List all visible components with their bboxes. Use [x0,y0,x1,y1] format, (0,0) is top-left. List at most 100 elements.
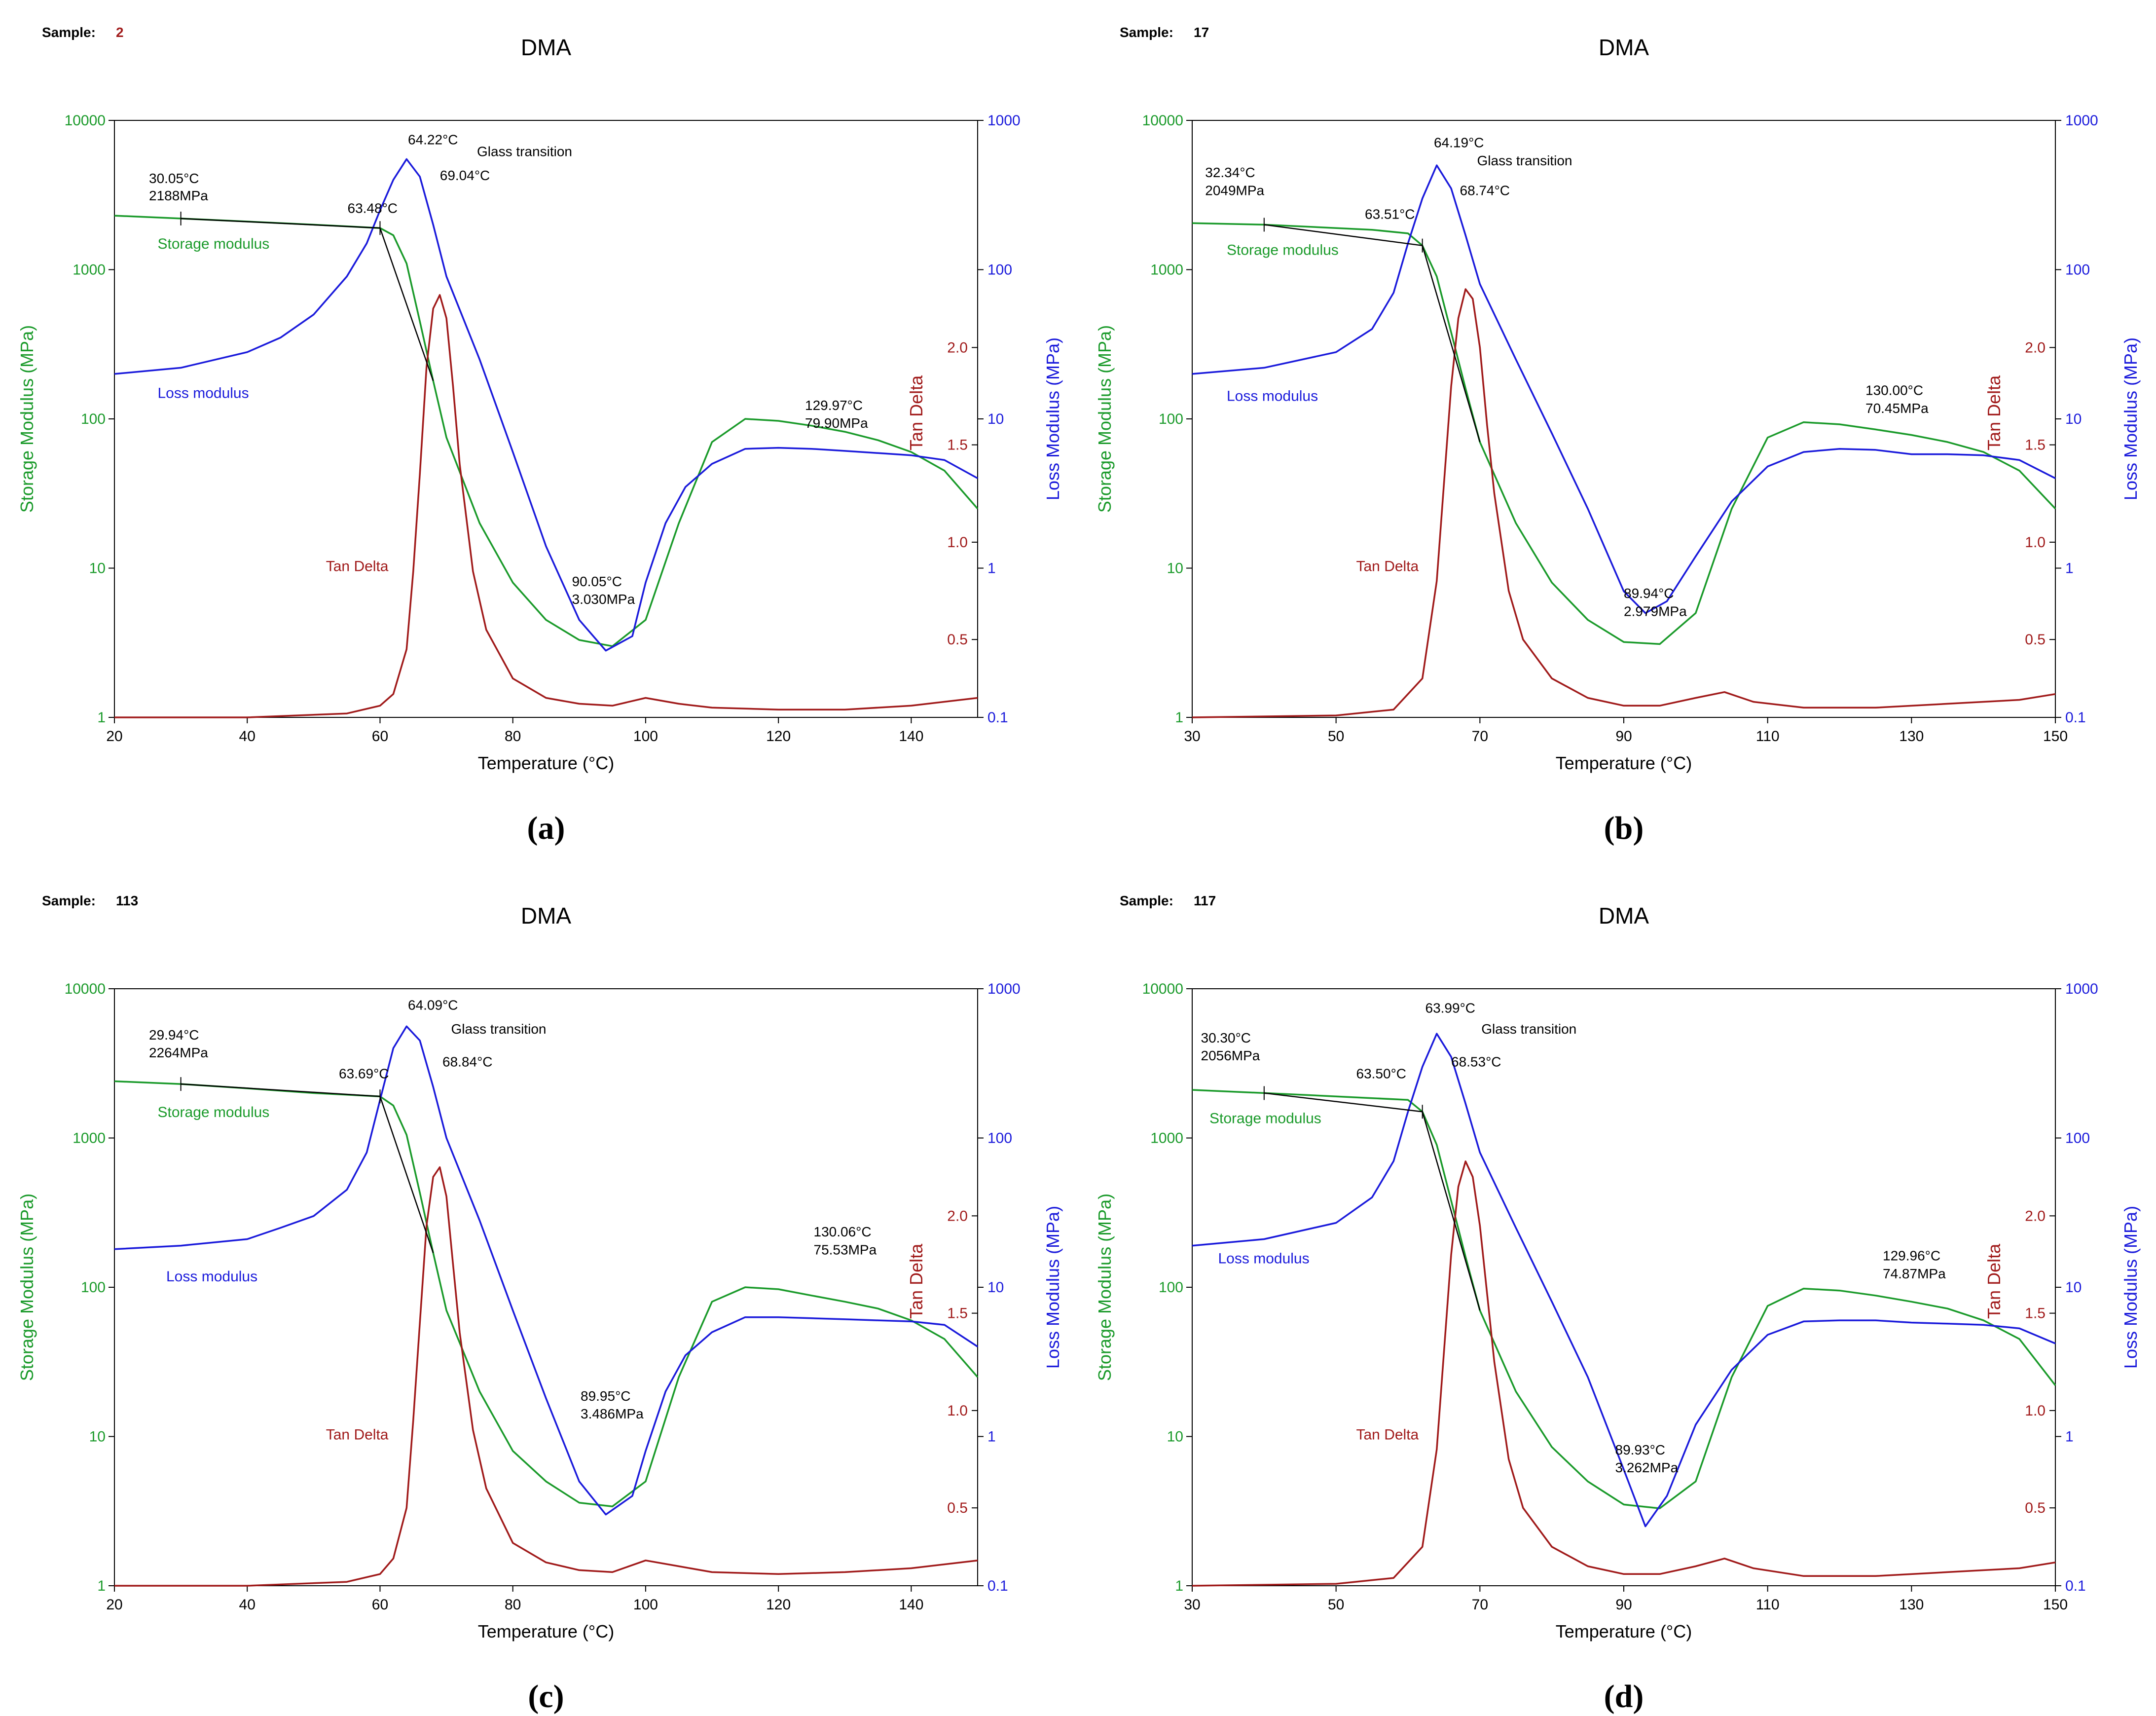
annotation: 69.04°C [440,168,490,183]
y-left-tick-label: 10000 [65,981,106,997]
sample-label: Sample: [42,893,96,908]
tan-tick-label: 0.5 [2025,1500,2046,1516]
x-tick-label: 30 [1184,1597,1200,1613]
x-tick-label: 110 [1756,1597,1780,1613]
annotation: 130.00°C [1865,383,1923,398]
chart-title: DMA [1599,35,1649,60]
y-right-tick-label: 100 [2065,1130,2090,1147]
annotation: 30.05°C [149,171,199,186]
x-tick-label: 110 [1756,728,1780,745]
y-left-axis-label: Storage Modulus (MPa) [1095,325,1115,513]
sample-label: Sample: [42,25,96,40]
series-label: Tan Delta [1356,1427,1419,1443]
onset-slope-line [379,227,434,381]
x-axis-label: Temperature (°C) [1556,753,1692,773]
annotation: 79.90MPa [805,415,868,431]
annotation: 89.93°C [1615,1442,1666,1457]
chart-title: DMA [521,903,572,929]
y-left-tick-label: 1 [1175,1578,1183,1594]
series-label: Storage modulus [158,1104,270,1120]
figure-caption: (a) [527,810,565,846]
x-tick-label: 100 [633,728,658,745]
annotation: 129.97°C [805,398,863,413]
y-left-tick-label: 1 [97,1578,106,1594]
y-right-tick-label: 1000 [987,981,1021,997]
sample-value: 117 [1194,893,1216,908]
series-label: Tan Delta [1356,559,1419,575]
annotation: 63.50°C [1356,1066,1407,1082]
annotation: 90.05°C [572,574,622,589]
y-right-tick-label: 1 [2065,1429,2074,1445]
y-right-tick-label: 100 [987,262,1012,278]
annotation: 3.030MPa [572,592,635,607]
x-tick-label: 20 [106,1597,122,1613]
y-left-tick-label: 10 [1167,560,1183,577]
onset-tangent-line [1264,224,1423,246]
x-tick-label: 120 [766,728,791,745]
y-left-axis-label: Storage Modulus (MPa) [17,325,37,513]
annotation: Glass transition [477,144,572,159]
sample-label: Sample: [1120,25,1173,40]
y-right-axis-label: Loss Modulus (MPa) [2120,1206,2141,1369]
tan-tick-label: 2.0 [947,339,968,356]
onset-tangent-line [181,218,380,229]
annotation: 89.94°C [1624,586,1674,601]
figure-caption: (d) [1604,1679,1644,1715]
series-label: Storage modulus [1209,1110,1321,1126]
x-tick-label: 50 [1328,728,1344,745]
series-line-tan-delta [114,1166,978,1587]
y-right-tick-label: 0.1 [987,1578,1008,1594]
annotation: 3.486MPa [581,1406,644,1421]
annotation: 2264MPa [149,1045,208,1060]
y-left-tick-label: 1000 [1150,1130,1183,1147]
series-line-loss-modulus [114,1025,978,1516]
y-right-tick-label: 1000 [987,112,1021,129]
annotation: 68.84°C [442,1054,493,1069]
y-left-tick-label: 10 [1167,1429,1183,1445]
annotation: 2188MPa [149,188,208,203]
annotation: 63.48°C [348,201,398,216]
tan-tick-label: 0.5 [947,1500,968,1516]
figure-caption: (c) [528,1679,564,1715]
y-left-tick-label: 10000 [65,112,106,129]
series-line-storage-modulus [1192,222,2056,645]
series-label: Tan Delta [326,1427,389,1443]
series-line-loss-modulus [114,158,978,652]
tan-axis-label: Tan Delta [906,375,926,450]
x-tick-label: 130 [1899,1597,1924,1613]
x-tick-label: 30 [1184,728,1200,745]
series-label: Loss modulus [158,385,249,402]
annotation: 129.96°C [1883,1248,1940,1264]
annotation: 64.09°C [408,997,458,1012]
series-line-loss-modulus [1192,1033,2056,1528]
annotation: Glass transition [1481,1021,1576,1037]
annotation: 68.74°C [1460,183,1510,198]
tan-tick-label: 2.0 [2025,339,2046,356]
x-tick-label: 20 [106,728,122,745]
y-left-tick-label: 1 [97,709,106,726]
series-line-storage-modulus [114,215,979,647]
sample-value: 113 [116,893,138,908]
figure-caption: (b) [1604,810,1644,846]
y-right-tick-label: 0.1 [987,709,1008,726]
annotation: 74.87MPa [1883,1266,1946,1281]
annotation: 70.45MPa [1865,401,1929,416]
x-tick-label: 150 [2043,728,2068,745]
y-right-tick-label: 10 [2065,411,2082,427]
tan-tick-label: 0.5 [947,632,968,648]
y-left-tick-label: 10000 [1142,112,1183,129]
x-tick-label: 80 [505,1597,521,1613]
x-tick-label: 40 [239,728,256,745]
series-label: Loss modulus [1227,388,1318,405]
x-tick-label: 50 [1328,1597,1344,1613]
y-left-tick-label: 1000 [73,1130,106,1147]
annotation: 32.34°C [1205,165,1255,180]
y-left-tick-label: 100 [1159,411,1183,427]
y-right-axis-label: Loss Modulus (MPa) [2120,337,2141,500]
y-left-axis-label: Storage Modulus (MPa) [1095,1194,1115,1381]
x-tick-label: 60 [372,1597,388,1613]
tan-tick-label: 1.0 [947,534,968,551]
